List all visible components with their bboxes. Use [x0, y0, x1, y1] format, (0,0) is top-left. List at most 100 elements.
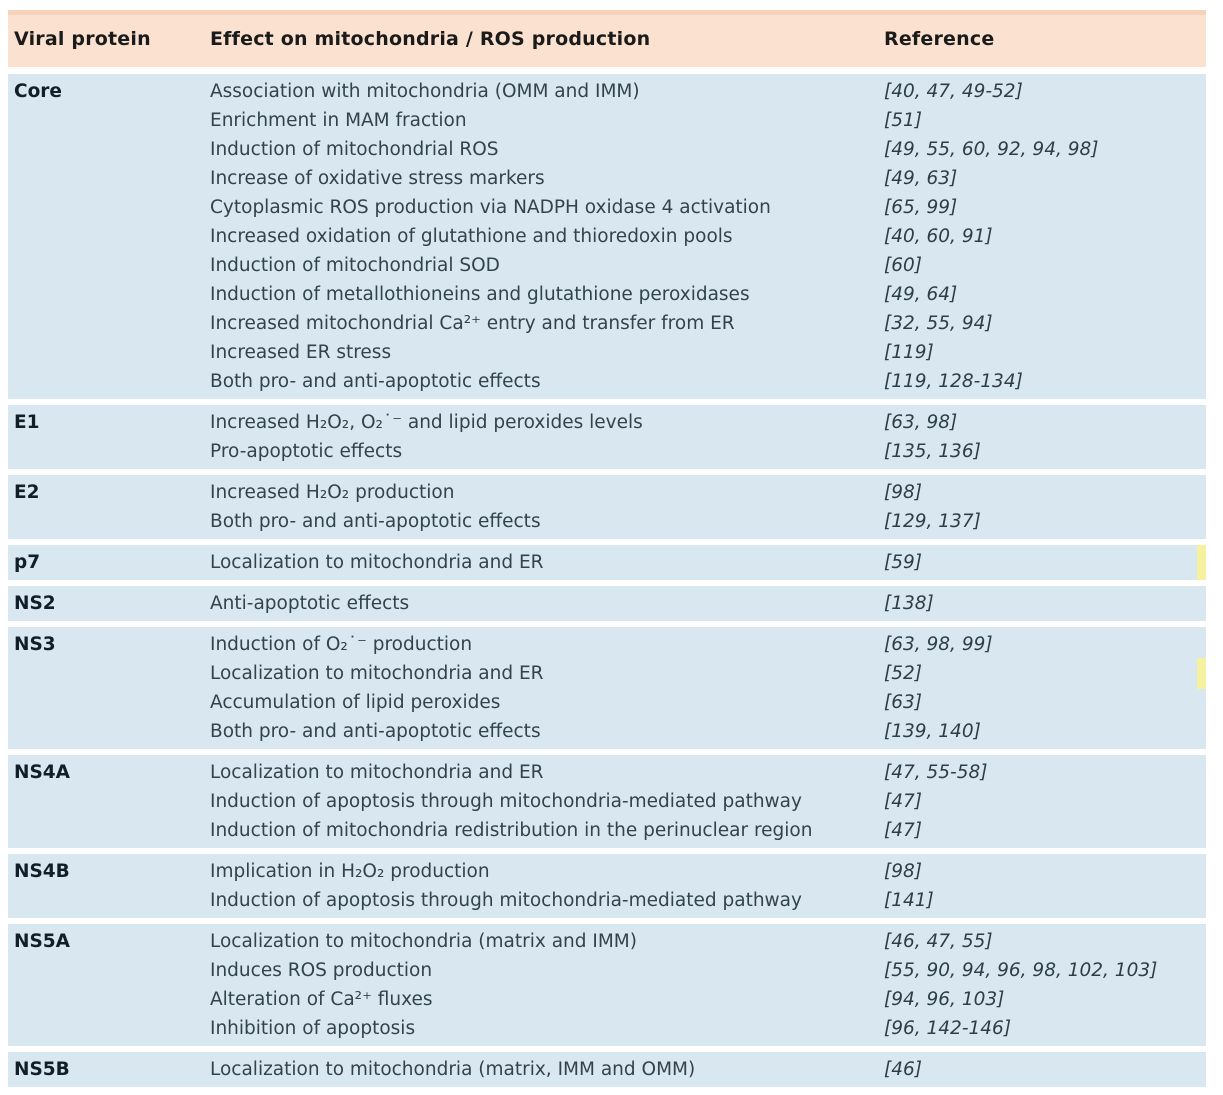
protein-name: E2: [14, 482, 40, 503]
protein-name: NS4B: [14, 861, 70, 882]
reference-cell: [55, 90, 94, 96, 98, 102, 103]: [884, 960, 1158, 981]
table-row: E2 Increased H₂O₂ production [98]: [8, 478, 1206, 507]
protein-group-ns4a: NS4A Localization to mitochondria and ER…: [8, 755, 1206, 848]
protein-name: NS5B: [14, 1059, 70, 1080]
effect-cell: Localization to mitochondria (matrix and…: [210, 931, 637, 952]
protein-name: NS3: [14, 634, 56, 655]
reference-cell: [94, 96, 103]: [884, 989, 1005, 1010]
table-row: Increase of oxidative stress markers [49…: [8, 164, 1206, 193]
reference-cell: [49, 55, 60, 92, 94, 98]: [884, 139, 1099, 160]
table-row: Increased oxidation of glutathione and t…: [8, 222, 1206, 251]
table-row: NS5B Localization to mitochondria (matri…: [8, 1055, 1206, 1084]
table-row: NS4B Implication in H₂O₂ production [98]: [8, 857, 1206, 886]
reference-cell: [49, 64]: [884, 284, 958, 305]
effect-cell: Increased ER stress: [210, 342, 392, 363]
column-header-reference: Reference: [884, 27, 995, 50]
reference-cell: [138]: [884, 593, 934, 614]
protein-name: Core: [14, 81, 62, 102]
table-row: Accumulation of lipid peroxides [63]: [8, 688, 1206, 717]
effect-cell: Alteration of Ca²⁺ fluxes: [210, 989, 433, 1010]
effect-cell: Both pro- and anti-apoptotic effects: [210, 511, 541, 532]
reference-cell: [49, 63]: [884, 168, 958, 189]
reference-cell: [141]: [884, 890, 934, 911]
protein-group-ns5a: NS5A Localization to mitochondria (matri…: [8, 924, 1206, 1046]
table-row: E1 Increased H₂O₂, O₂˙⁻ and lipid peroxi…: [8, 408, 1206, 437]
protein-name: E1: [14, 412, 40, 433]
table-row: Increased mitochondrial Ca²⁺ entry and t…: [8, 309, 1206, 338]
reference-cell: [47]: [884, 820, 922, 841]
reference-cell: [51]: [884, 110, 922, 131]
effect-cell: Increased mitochondrial Ca²⁺ entry and t…: [210, 313, 735, 334]
reference-cell: [40, 47, 49-52]: [884, 81, 1023, 102]
reference-cell: [47, 55-58]: [884, 762, 988, 783]
table-row: Alteration of Ca²⁺ fluxes [94, 96, 103]: [8, 985, 1206, 1014]
reference-cell: [98]: [884, 482, 922, 503]
reference-cell: [119, 128-134]: [884, 371, 1023, 392]
effect-cell: Inhibition of apoptosis: [210, 1018, 416, 1039]
reference-cell: [63]: [884, 692, 922, 713]
viral-protein-table: Viral protein Effect on mitochondria / R…: [8, 10, 1206, 1093]
table-row: Core Association with mitochondria (OMM …: [8, 77, 1206, 106]
effect-cell: Induction of O₂˙⁻ production: [210, 634, 473, 655]
effect-cell: Accumulation of lipid peroxides: [210, 692, 501, 713]
table-row: Induces ROS production [55, 90, 94, 96, …: [8, 956, 1206, 985]
reference-cell: [63, 98, 99]: [884, 634, 993, 655]
reference-cell: [139, 140]: [884, 721, 981, 742]
reference-cell: [40, 60, 91]: [884, 226, 993, 247]
table-row: Cytoplasmic ROS production via NADPH oxi…: [8, 193, 1206, 222]
table-row: Induction of mitochondrial ROS [49, 55, …: [8, 135, 1206, 164]
column-header-viral-protein: Viral protein: [14, 27, 151, 50]
reference-cell: [65, 99]: [884, 197, 958, 218]
effect-cell: Induces ROS production: [210, 960, 433, 981]
protein-group-core: Core Association with mitochondria (OMM …: [8, 74, 1206, 399]
table-row: NS3 Induction of O₂˙⁻ production [63, 98…: [8, 630, 1206, 659]
effect-cell: Pro-apoptotic effects: [210, 441, 403, 462]
effect-cell: Both pro- and anti-apoptotic effects: [210, 721, 541, 742]
table-row: Localization to mitochondria and ER [52]: [8, 659, 1206, 688]
reference-cell: [60]: [884, 255, 922, 276]
yellow-highlight-mark: [1197, 545, 1206, 580]
effect-cell: Localization to mitochondria (matrix, IM…: [210, 1059, 696, 1080]
reference-cell: [96, 142-146]: [884, 1018, 1012, 1039]
effect-cell: Increased H₂O₂, O₂˙⁻ and lipid peroxides…: [210, 412, 643, 433]
reference-cell: [47]: [884, 791, 922, 812]
table-row: Enrichment in MAM fraction [51]: [8, 106, 1206, 135]
yellow-highlight-mark: [1197, 658, 1206, 689]
reference-cell: [59]: [884, 552, 922, 573]
effect-cell: Implication in H₂O₂ production: [210, 861, 490, 882]
effect-cell: Increased H₂O₂ production: [210, 482, 455, 503]
protein-name: NS5A: [14, 931, 70, 952]
protein-name: NS2: [14, 593, 56, 614]
effect-cell: Increased oxidation of glutathione and t…: [210, 226, 733, 247]
protein-group-ns3: NS3 Induction of O₂˙⁻ production [63, 98…: [8, 627, 1206, 749]
reference-cell: [63, 98]: [884, 412, 958, 433]
protein-name: p7: [14, 552, 41, 573]
effect-cell: Induction of mitochondrial SOD: [210, 255, 500, 276]
table-row: p7 Localization to mitochondria and ER […: [8, 548, 1206, 577]
effect-cell: Cytoplasmic ROS production via NADPH oxi…: [210, 197, 771, 218]
protein-group-e1: E1 Increased H₂O₂, O₂˙⁻ and lipid peroxi…: [8, 405, 1206, 469]
table-row: Increased ER stress [119]: [8, 338, 1206, 367]
table-row: NS5A Localization to mitochondria (matri…: [8, 927, 1206, 956]
table-row: Induction of metallothioneins and glutat…: [8, 280, 1206, 309]
reference-cell: [46]: [884, 1059, 922, 1080]
effect-cell: Induction of apoptosis through mitochond…: [210, 890, 802, 911]
reference-cell: [135, 136]: [884, 441, 981, 462]
table-row: Induction of apoptosis through mitochond…: [8, 787, 1206, 816]
table-row: Inhibition of apoptosis [96, 142-146]: [8, 1014, 1206, 1043]
column-header-effect: Effect on mitochondria / ROS production: [210, 27, 651, 50]
effect-cell: Induction of mitochondria redistribution…: [210, 820, 813, 841]
effect-cell: Localization to mitochondria and ER: [210, 663, 544, 684]
effect-cell: Localization to mitochondria and ER: [210, 762, 544, 783]
effect-cell: Anti-apoptotic effects: [210, 593, 410, 614]
table-row: Both pro- and anti-apoptotic effects [12…: [8, 507, 1206, 536]
reference-cell: [129, 137]: [884, 511, 981, 532]
reference-cell: [46, 47, 55]: [884, 931, 993, 952]
protein-group-ns2: NS2 Anti-apoptotic effects [138]: [8, 586, 1206, 621]
reference-cell: [119]: [884, 342, 934, 363]
table-row: Induction of mitochondria redistribution…: [8, 816, 1206, 845]
table-row: NS2 Anti-apoptotic effects [138]: [8, 589, 1206, 618]
effect-cell: Enrichment in MAM fraction: [210, 110, 467, 131]
table-row: Pro-apoptotic effects [135, 136]: [8, 437, 1206, 466]
reference-cell: [98]: [884, 861, 922, 882]
